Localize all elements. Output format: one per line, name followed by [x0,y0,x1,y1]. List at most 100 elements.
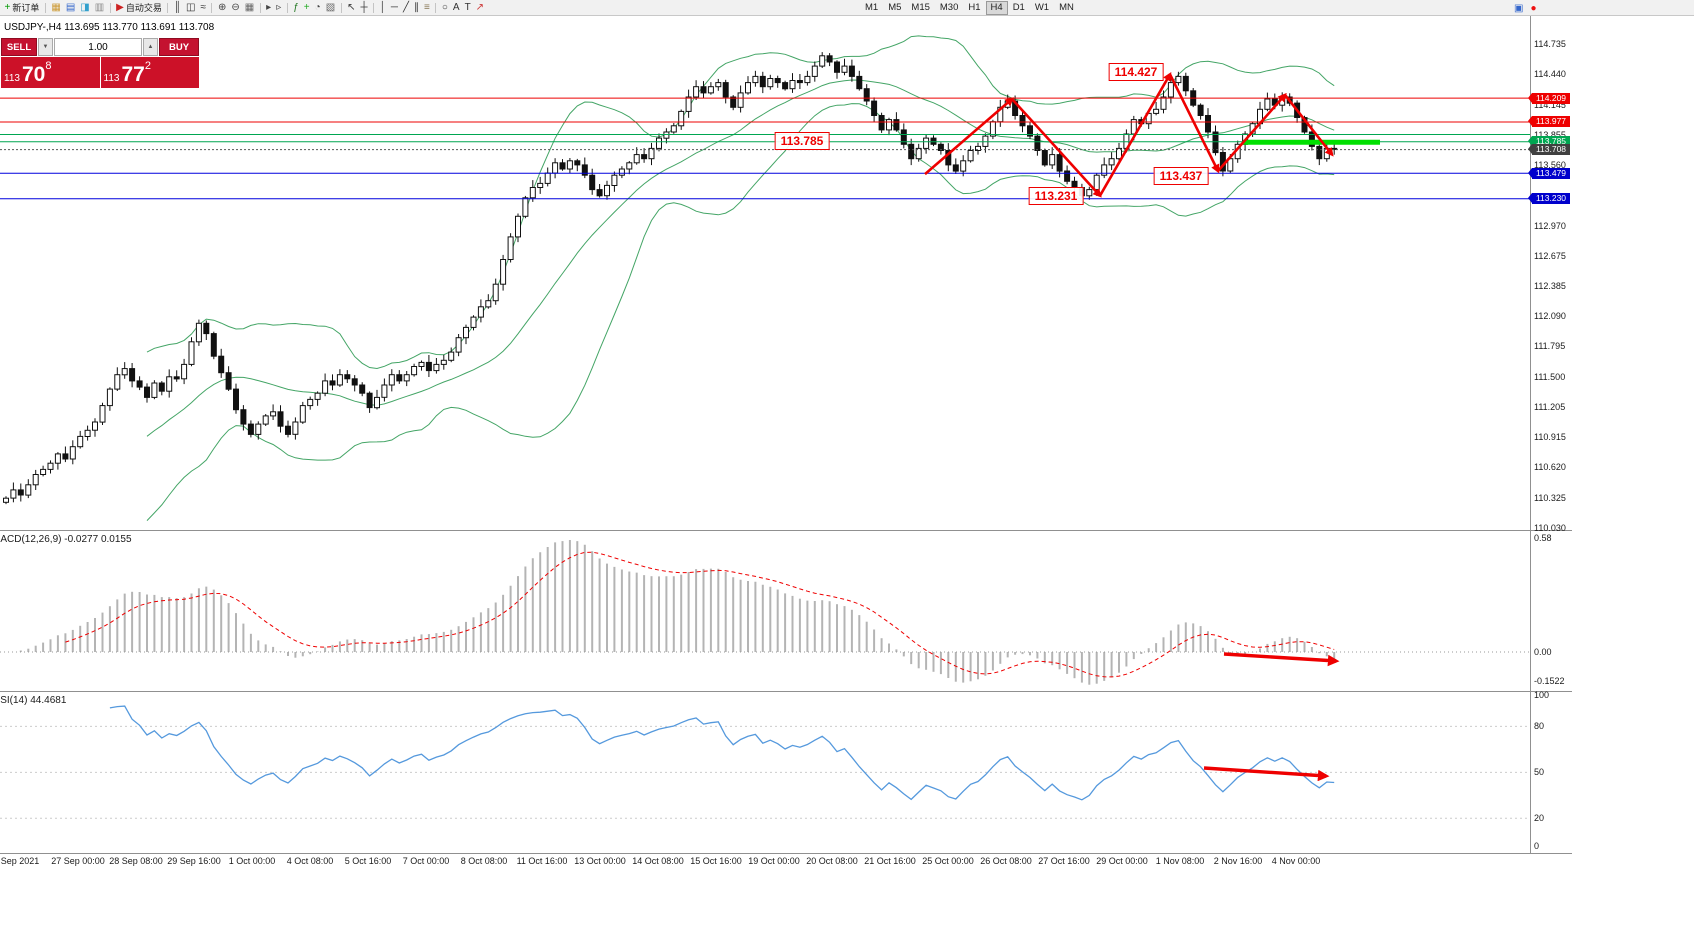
horizontal-line-icon[interactable]: ─ [388,1,400,15]
bar-chart-icon[interactable]: ║ [171,1,183,15]
cursor-icon[interactable]: ↖ [345,1,358,15]
price-annotation[interactable]: 113.231 [1028,187,1084,205]
label-tool-icon[interactable]: T [462,1,473,15]
label-tool-icon-glyph: T [464,1,471,13]
time-axis-label: Sep 2021 [0,856,40,866]
zoom-out-icon[interactable]: ⊖ [229,1,242,15]
price-axis-label: 110.030 [1534,523,1566,533]
vertical-line-icon[interactable]: │ [377,1,388,15]
price-axis-label: 110.325 [1534,492,1566,503]
add-indicator-icon-glyph: + [303,1,310,13]
fibonacci-icon-glyph: ≡ [424,1,430,13]
line-chart-icon[interactable]: ≈ [198,1,209,15]
bar-chart-icon-glyph: ║ [173,1,181,13]
timeframe-m1[interactable]: M1 [865,2,879,13]
trend-zigzag-arrows[interactable] [924,72,1334,198]
bid-price-fraction: 8 [45,60,52,72]
price-axis-label: 114.145 [1534,99,1566,110]
timeframe-toolbar: M1 M5 M15 M30 H1 H4 D1 W1 MN [860,1,1079,15]
timeframe-h4[interactable]: H4 [985,1,1008,15]
indicators-icon[interactable]: ƒ [291,1,302,15]
chart-shift-icon[interactable]: ▹ [274,1,284,15]
time-axis-label: 29 Sep 16:00 [167,856,221,866]
macd-axis-label: 0.00 [1534,647,1552,657]
messages-icon[interactable]: ▣ [1514,2,1524,14]
volume-input[interactable] [54,38,142,56]
main-toolbar: M1 M5 M15 M30 H1 H4 D1 W1 MN ▣ ● + 新订单 ▦ ▤ ◨ ▥ ▶ 自动交易 ║ ◫ ≈… [0,0,1694,16]
periods-icon[interactable]: ◔ [312,1,323,15]
profiles-icon[interactable]: ▤ [63,1,77,15]
buy-price-quote[interactable]: 113 77 2 [100,57,199,88]
horizontal-line-icon-glyph: ─ [390,1,398,13]
time-axis-label: 27 Sep 00:00 [51,856,105,866]
charts-icon-glyph: ▦ [51,1,61,13]
toolbar-separator [340,2,342,13]
arrows-tool-icon-glyph: ↗ [475,1,485,13]
crosshair-icon[interactable]: ┼ [358,1,370,15]
arrows-tool-icon[interactable]: ↗ [473,1,486,15]
charts-icon[interactable]: ▦ [49,1,63,15]
timeframe-d1[interactable]: D1 [1012,2,1025,13]
alert-badge[interactable]: ● [1530,2,1537,14]
rsi-trend-arrow[interactable] [1203,766,1330,782]
zoom-in-icon-glyph: ⊕ [217,1,227,13]
templates-icon-glyph: ▧ [325,1,336,13]
indicators-icon-glyph: ƒ [293,1,299,13]
volume-increase-button[interactable]: ▲ [143,38,158,56]
auto-scroll-icon[interactable]: ▸ [264,1,274,15]
tile-windows-icon[interactable]: ▦ [242,1,256,15]
rsi-panel-graphics [0,705,1530,819]
terminal-icon[interactable]: ▥ [92,1,106,15]
zoom-in-icon[interactable]: ⊕ [215,1,228,15]
timeframe-h1[interactable]: H1 [968,2,981,13]
buy-button[interactable]: BUY [159,38,199,56]
candlestick-icon[interactable]: ◫ [183,1,197,15]
rsi-axis-label: 80 [1534,721,1545,731]
timeframe-m15[interactable]: M15 [911,2,930,13]
price-annotation[interactable]: 114.427 [1108,63,1164,81]
autotrading-button[interactable]: ▶ 自动交易 [114,1,165,15]
time-axis-label: 4 Oct 08:00 [286,856,334,866]
timeframe-m5[interactable]: M5 [888,2,902,13]
timeframe-mn[interactable]: MN [1059,2,1074,13]
autotrading-button-label: 自动交易 [125,3,162,13]
text-tool-icon[interactable]: A [450,1,462,15]
sell-price-quote[interactable]: 113 70 8 [1,57,100,88]
ask-price-main: 77 [121,63,145,86]
price-axis-label: 111.795 [1534,341,1566,352]
bid-price-main: 70 [21,63,46,86]
one-click-trading-panel: SELL ▼ ▲ BUY 113 70 8 113 77 2 [1,38,199,88]
time-axis-label: 8 Oct 08:00 [460,856,508,866]
price-axis-label: 112.675 [1534,250,1566,261]
bollinger-bands [146,35,1335,521]
candlestick-icon-glyph: ◫ [185,1,196,13]
ellipse-tool-icon[interactable]: ○ [439,1,450,15]
price-annotation[interactable]: 113.437 [1153,167,1209,185]
channel-icon[interactable]: ∥ [412,1,422,15]
trendline-icon[interactable]: ╱ [400,1,411,15]
new-order-button[interactable]: + 新订单 [2,1,42,15]
toolbar-separator [44,2,46,13]
sell-button[interactable]: SELL [1,38,37,56]
price-tag: 113.708 [1528,144,1570,156]
templates-icon[interactable]: ▧ [323,1,337,15]
price-tag: 113.977 [1528,116,1570,128]
toolbar-separator [167,2,169,13]
timeframe-w1[interactable]: W1 [1034,2,1050,13]
volume-decrease-button[interactable]: ▼ [38,38,53,56]
timeframe-m30[interactable]: M30 [939,2,959,13]
horizontal-price-lines[interactable] [0,97,1530,200]
quote-divider [99,57,101,88]
price-annotation[interactable]: 113.785 [774,132,830,150]
time-axis-label: 7 Oct 00:00 [402,856,450,866]
market-watch-icon[interactable]: ◨ [78,1,92,15]
fibonacci-icon[interactable]: ≡ [422,1,433,15]
panel-separators [0,16,1572,854]
profiles-icon-glyph: ▤ [65,1,76,13]
add-indicator-icon[interactable]: + [301,1,312,15]
ellipse-tool-icon-glyph: ○ [441,1,448,13]
time-axis-label: 11 Oct 16:00 [516,856,568,866]
macd-trend-arrow[interactable] [1223,652,1340,667]
time-axis-label: 19 Oct 00:00 [748,856,800,866]
